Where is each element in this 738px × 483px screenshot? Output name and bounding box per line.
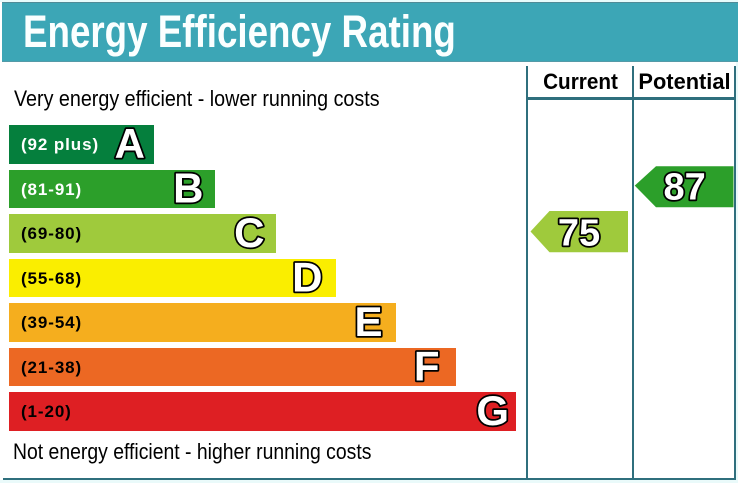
svg-text:75: 75 (558, 213, 600, 255)
svg-text:C: C (234, 209, 264, 256)
svg-text:87: 87 (664, 167, 706, 209)
svg-text:D: D (292, 254, 322, 301)
svg-text:E: E (354, 298, 382, 345)
svg-text:F: F (414, 343, 440, 390)
svg-text:A: A (115, 120, 145, 167)
svg-text:G: G (476, 387, 509, 434)
svg-text:B: B (173, 165, 203, 212)
